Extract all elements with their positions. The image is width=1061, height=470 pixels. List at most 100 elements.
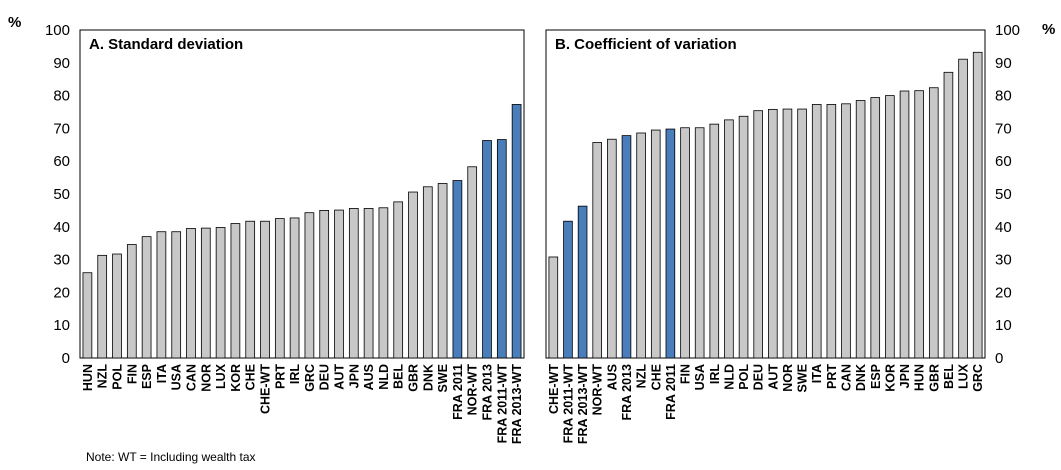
- panel-b-x-tick-label: NZL: [635, 364, 649, 389]
- panel-b-bar-bel: [943, 71, 954, 359]
- panel-a-x-tick-label: SWE: [436, 364, 450, 392]
- panel-b-x-tick-label: FIN: [679, 364, 693, 384]
- panel-b-bar-fra-2011: [665, 128, 676, 359]
- panel-b-y-tick-label: 100: [995, 22, 1020, 39]
- panel-b-x-tick-label: FRA 2011-WT: [561, 364, 575, 444]
- panel-b-bar-hun: [914, 90, 924, 359]
- panel-a-x-tick-label: LUX: [214, 363, 228, 389]
- panel-a-bar-hun: [82, 272, 93, 359]
- panel-b-bar-esp: [870, 97, 881, 359]
- panel-a-y-tick-label: 50: [53, 186, 70, 203]
- panel-b-x-tick-label: IRL: [708, 364, 722, 385]
- panel-a-x-tick-label: NLD: [377, 364, 391, 390]
- panel-a-x-tick-label: AUS: [362, 364, 376, 390]
- panel-b-bar-deu: [753, 110, 763, 359]
- chart-note: Note: WT = Including wealth tax: [86, 450, 256, 464]
- panel-b-bar-usa: [694, 127, 705, 359]
- panel-b-x-tick-label: NOR: [781, 364, 795, 392]
- panel-a-bar-aus: [363, 208, 374, 359]
- panel-a-bar-fra-2011-wt: [496, 139, 507, 359]
- panel-a-x-tick-label: NOR: [199, 364, 213, 392]
- panel-a-x-tick-label: JPN: [347, 364, 361, 388]
- panel-a-y-tick-label: 70: [53, 120, 70, 137]
- panel-b-bar-can: [841, 103, 851, 359]
- panel-a-bar-che-wt: [260, 220, 270, 359]
- panel-a-y-tick-label: 60: [53, 153, 70, 170]
- panel-b-x-tick-label: FRA 2013: [620, 364, 634, 421]
- panel-a-title: A. Standard deviation: [89, 36, 243, 53]
- panel-a-bar-bel: [393, 201, 404, 359]
- panel-a-x-tick-label: PRT: [273, 364, 287, 389]
- panel-b-x-tick-label: CHE-WT: [547, 364, 561, 414]
- panel-b-x-tick-label: CAN: [839, 364, 853, 391]
- panel-a-bar-irl: [289, 217, 300, 359]
- panel-a-bar-deu: [319, 209, 330, 359]
- panel-b-bar-nor: [782, 108, 793, 359]
- panel-b-x-tick-label: GBR: [927, 364, 941, 392]
- panel-b-x-tick-label: USA: [693, 364, 707, 390]
- panel-b-bar-ita: [811, 104, 822, 359]
- panel-b-y-tick-label: 20: [995, 284, 1012, 301]
- panel-b-x-tick-label: HUN: [913, 364, 927, 391]
- panel-b-bar-nzl: [636, 132, 646, 359]
- panel-a-bar-usa: [171, 231, 182, 359]
- panel-b-x-tick-label: FRA 2013-WT: [576, 364, 590, 444]
- panel-a-bar-prt: [274, 218, 285, 359]
- panel-a-bar-ita: [156, 231, 167, 359]
- panel-a-x-tick-label: KOR: [229, 364, 243, 392]
- panel-a-bar-nor: [200, 227, 211, 359]
- panel-b-x-tick-label: POL: [737, 364, 751, 390]
- panel-a-bar-fra-2013-wt: [511, 104, 522, 359]
- panel-a-bar-fin: [126, 244, 137, 359]
- panel-b-bar-prt: [826, 104, 837, 359]
- panel-a-x-tick-label: USA: [170, 364, 184, 390]
- panel-b-bar-grc: [972, 51, 983, 359]
- panel-a-x-tick-label: AUT: [333, 364, 347, 390]
- panel-a-x-tick-label: ITA: [155, 364, 169, 383]
- panel-b-bar-che-wt: [548, 256, 559, 359]
- panel-a-bar-swe: [437, 183, 448, 359]
- panel-b-y-tick-label: 50: [995, 186, 1012, 203]
- panel-b-frame: [545, 29, 986, 359]
- panel-b-x-tick-label: AUT: [766, 364, 780, 390]
- panel-a-x-tick-label: FRA 2013: [481, 364, 495, 421]
- panel-a-bar-kor: [230, 223, 241, 359]
- panel-a-bar-gbr: [408, 191, 418, 359]
- panel-a-x-tick-label: DNK: [421, 364, 435, 391]
- panel-b-x-tick-label: SWE: [796, 364, 810, 392]
- panel-b-bar-swe: [797, 108, 807, 359]
- panel-b-x-tick-label: JPN: [898, 364, 912, 388]
- panel-b-bar-gbr: [928, 87, 939, 359]
- panel-a-y-tick-label: 10: [53, 317, 70, 334]
- panel-a-bar-aut: [334, 209, 344, 359]
- panel-a-bar-nor-wt: [467, 166, 478, 359]
- panel-a-x-tick-label: FRA 2011-WT: [495, 364, 509, 444]
- panel-a-bar-che: [245, 220, 256, 359]
- panel-b-bar-aus: [607, 138, 617, 359]
- panel-b-bar-irl: [709, 123, 720, 359]
- panel-a-y-tick-label: 100: [45, 22, 70, 39]
- panel-a-y-tick-label: 40: [53, 219, 70, 236]
- panel-b-y-tick-label: 0: [995, 350, 1003, 367]
- panel-a-x-tick-label: CHE: [244, 364, 258, 390]
- panel-a-x-tick-label: HUN: [81, 364, 95, 391]
- panel-b-x-tick-label: ESP: [869, 364, 883, 389]
- panel-a-x-tick-label: GRC: [303, 364, 317, 392]
- panel-a-frame: [79, 29, 525, 359]
- panel-b-x-tick-label: NLD: [722, 364, 736, 390]
- panel-a-bar-jpn: [348, 208, 359, 359]
- panel-b-bar-fra-2013-wt: [577, 205, 588, 359]
- panel-a-bar-dnk: [422, 186, 433, 359]
- panel-b-bar-lux: [958, 58, 968, 359]
- panel-b-bar-fra-2011-wt: [563, 220, 573, 359]
- panel-a-x-tick-label: GBR: [407, 364, 421, 392]
- panel-b-bar-dnk: [855, 100, 866, 359]
- panel-b-bar-kor: [885, 95, 895, 359]
- panel-b-bar-che: [650, 129, 661, 359]
- panel-b-bar-pol: [738, 115, 749, 359]
- panel-b-y-tick-label: 30: [995, 252, 1012, 269]
- panel-a-x-tick-label: IRL: [288, 364, 302, 385]
- y-unit-label-left: %: [8, 14, 21, 31]
